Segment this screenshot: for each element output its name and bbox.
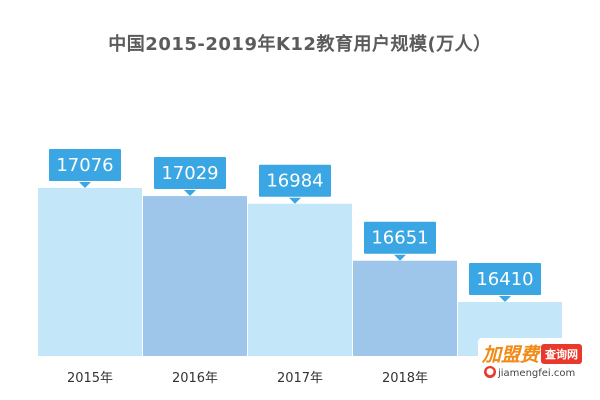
data-label-text-1: 17029 — [161, 163, 218, 184]
watermark-tag: 查询网 — [541, 343, 583, 364]
data-label-pointer-4 — [499, 296, 511, 302]
data-label-text-3: 16651 — [371, 228, 428, 249]
watermark-url: jiamengfei.com — [498, 368, 576, 379]
x-tick-label-0: 2015年 — [67, 371, 113, 386]
data-label-text-0: 17076 — [56, 155, 113, 176]
data-label-4: 16410 — [467, 261, 543, 302]
bar-2 — [248, 203, 352, 356]
data-label-1: 17029 — [152, 155, 228, 197]
data-label-3: 16651 — [362, 219, 438, 261]
data-label-text-4: 16410 — [476, 269, 533, 290]
data-label-pointer-1 — [184, 190, 196, 197]
watermark-logo: 加盟费 查询网 ● jiamengfei.com — [478, 338, 590, 388]
bar-3 — [353, 260, 457, 356]
data-label-0: 17076 — [47, 147, 123, 188]
bars-layer — [38, 188, 562, 356]
data-label-pointer-0 — [79, 182, 91, 188]
data-label-pointer-2 — [289, 197, 301, 204]
data-label-pointer-3 — [394, 254, 406, 261]
data-label-2: 16984 — [257, 162, 333, 204]
bar-0 — [38, 188, 142, 356]
globe-icon: ● — [484, 366, 496, 378]
bar-1 — [143, 196, 247, 356]
chart-title: 中国2015-2019年K12教育用户规模(万人） — [108, 34, 492, 55]
watermark-brand: 加盟费 — [482, 344, 540, 366]
x-tick-label-2: 2017年 — [277, 371, 323, 386]
x-tick-label-3: 2018年 — [382, 371, 428, 386]
labels-layer: 17076 17029 16984 16651 16410 — [47, 147, 543, 302]
x-axis-ticks: 2015年2016年2017年2018年2019年 — [67, 371, 533, 386]
x-tick-label-1: 2016年 — [172, 371, 218, 386]
data-label-text-2: 16984 — [266, 171, 323, 192]
watermark-main: 加盟费 查询网 — [482, 340, 583, 366]
